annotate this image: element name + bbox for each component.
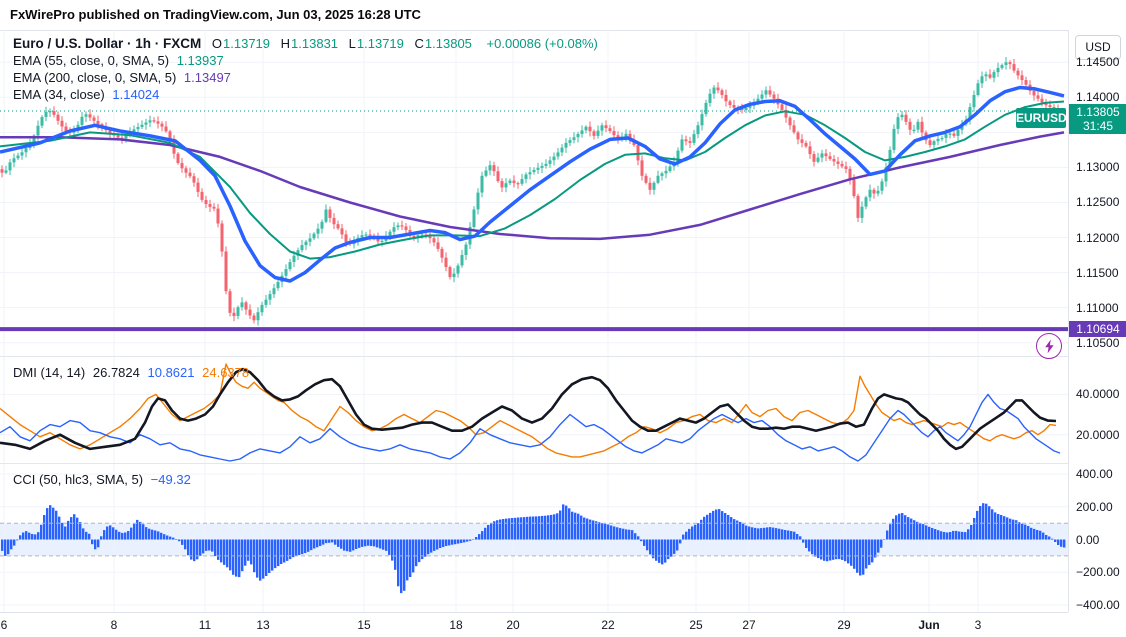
symbol-label-badge[interactable]: EURUSD [1016, 107, 1067, 128]
currency-toggle-button[interactable]: USD [1075, 35, 1121, 60]
time-axis-label: 18 [449, 618, 463, 632]
ema55-line [0, 100, 1065, 260]
open-label: O [211, 36, 223, 51]
bar-countdown: 31:45 [1082, 118, 1114, 133]
dmi-axis-label: 20.0000 [1076, 427, 1120, 442]
low-value: 1.13719 [356, 36, 404, 51]
lightning-bolt-glyph [1044, 339, 1054, 353]
support-level-badge: 1.10694 [1069, 321, 1126, 338]
high-label: H [280, 36, 291, 51]
ema34-legend-row[interactable]: EMA (34, close) 1.14024 [13, 86, 598, 103]
price-pane-chart[interactable] [0, 30, 1068, 356]
cci-pane-chart[interactable] [0, 463, 1068, 612]
cci-axis-label: 400.00 [1076, 467, 1113, 482]
change-value: +0.00086 (+0.08%) [486, 36, 598, 51]
last-price-badge: 1.13805 31:45 [1069, 103, 1126, 134]
ema200-label: EMA (200, close, 0, SMA, 5) [13, 70, 177, 85]
cci-axis-label: −200.00 [1076, 565, 1120, 580]
ema55-legend-row[interactable]: EMA (55, close, 0, SMA, 5) 1.13937 [13, 52, 598, 69]
close-label: C [414, 36, 424, 51]
ema34-line [0, 85, 1065, 283]
chart-frame-border [0, 30, 1126, 31]
time-axis-label: 29 [837, 618, 851, 632]
price-axis-label: 1.14000 [1076, 90, 1120, 105]
gridlines [0, 356, 1068, 463]
time-axis-label: 3 [974, 618, 982, 632]
main-chart-legend: Euro / U.S. Dollar · 1h · FXCM O1.13719 … [13, 35, 598, 103]
adx-line [0, 367, 1057, 451]
dmi-pane-chart[interactable] [0, 356, 1068, 463]
cci-axis-label: 0.00 [1076, 532, 1100, 547]
gridlines [0, 30, 1068, 356]
ema55-label: EMA (55, close, 0, SMA, 5) [13, 53, 170, 68]
ema200-value: 1.13497 [183, 70, 231, 85]
minus_di-line [0, 363, 1057, 458]
dmi-legend[interactable]: DMI (14, 14) 26.7824 10.8621 24.6378 [13, 364, 249, 381]
dmi-adx-value: 26.7824 [92, 365, 140, 380]
price-scale[interactable]: USD 1.13805 31:45 1.10694 1.14500 1.14000… [1068, 30, 1126, 612]
dmi-plusdi-value: 10.8621 [147, 365, 195, 380]
cci-histogram [1, 503, 1066, 594]
instant-order-lightning-icon[interactable] [1036, 333, 1062, 359]
plus_di-line [0, 393, 1061, 462]
dmi-label: DMI (14, 14) [13, 365, 86, 380]
pane-separator[interactable] [0, 356, 1068, 357]
open-value: 1.13719 [223, 36, 271, 51]
price-axis-label: 1.12000 [1076, 230, 1120, 245]
price-axis-label: 1.14500 [1076, 55, 1120, 70]
time-axis-label: Jun [918, 618, 940, 632]
time-axis-label: 25 [689, 618, 703, 632]
cci-label: CCI (50, hlc3, SMA, 5) [13, 472, 144, 487]
high-value: 1.13831 [291, 36, 339, 51]
dmi-minusdi-value: 24.6378 [202, 365, 250, 380]
ema55-value: 1.13937 [176, 53, 224, 68]
ema34-label: EMA (34, close) [13, 87, 105, 102]
price-axis-label: 1.11500 [1076, 265, 1119, 280]
time-axis-label: 20 [506, 618, 520, 632]
cci-axis-label: −400.00 [1076, 597, 1120, 612]
cci-value: −49.32 [150, 472, 191, 487]
ema200-legend-row[interactable]: EMA (200, close, 0, SMA, 5) 1.13497 [13, 69, 598, 86]
time-axis[interactable]: 6 8 11 13 15 18 20 22 25 27 29 Jun 3 [0, 612, 1068, 637]
time-axis-label: 6 [0, 618, 8, 632]
published-caption: FxWirePro published on TradingView.com, … [10, 7, 421, 22]
last-price-value: 1.13805 [1076, 104, 1120, 119]
cci-legend[interactable]: CCI (50, hlc3, SMA, 5) −49.32 [13, 471, 191, 488]
symbol-legend-row[interactable]: Euro / U.S. Dollar · 1h · FXCM O1.13719 … [13, 35, 598, 52]
price-axis-label: 1.10500 [1076, 335, 1120, 350]
low-label: L [348, 36, 356, 51]
pane-separator[interactable] [0, 463, 1068, 464]
price-axis-label: 1.13000 [1076, 160, 1120, 175]
close-value: 1.13805 [424, 36, 472, 51]
symbol-title[interactable]: Euro / U.S. Dollar · 1h · FXCM [13, 36, 202, 51]
time-axis-label: 15 [357, 618, 371, 632]
ema34-value: 1.14024 [112, 87, 160, 102]
price-axis-label: 1.12500 [1076, 195, 1120, 210]
ema200-line [0, 131, 1065, 241]
cci-axis-label: 200.00 [1076, 499, 1113, 514]
time-axis-label: 8 [110, 618, 118, 632]
price-axis-label: 1.11000 [1076, 300, 1119, 315]
time-axis-label: 13 [256, 618, 270, 632]
time-axis-label: 11 [198, 618, 212, 632]
time-axis-label: 27 [742, 618, 756, 632]
dmi-axis-label: 40.0000 [1076, 387, 1120, 402]
time-axis-label: 22 [601, 618, 615, 632]
